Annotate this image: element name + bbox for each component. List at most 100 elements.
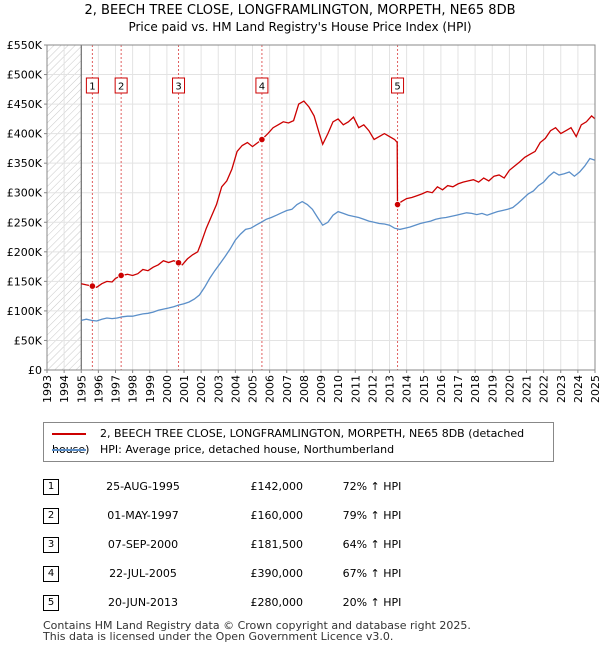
x-tick-label-1997: 1997 <box>110 375 123 403</box>
legend-swatch-blue <box>52 449 86 451</box>
x-tick-label-1993: 1993 <box>41 375 54 403</box>
x-tick-label-2005: 2005 <box>247 375 260 403</box>
sale-number: 3 <box>43 536 59 553</box>
table-row: 1 25-AUG-1995 £142,000 72% ↑ HPI <box>43 472 427 501</box>
sale-price: £160,000 <box>250 509 304 522</box>
table-row: 2 01-MAY-1997 £160,000 79% ↑ HPI <box>43 501 427 530</box>
sale-point-5 <box>393 200 402 209</box>
sale-marker-3: 3 <box>172 77 186 94</box>
sale-marker-2: 2 <box>114 77 128 94</box>
sale-marker-box-4 <box>255 77 269 94</box>
y-tick-label-400000: £400K <box>7 128 43 141</box>
x-tick-label-2013: 2013 <box>384 375 397 403</box>
table-row: 4 22-JUL-2005 £390,000 67% ↑ HPI <box>43 559 427 588</box>
sale-marker-4: 4 <box>255 77 269 94</box>
x-tick-label-2009: 2009 <box>315 375 328 403</box>
x-tick-label-2004: 2004 <box>229 375 242 403</box>
x-tick-label-1995: 1995 <box>75 375 88 403</box>
x-tick-label-2000: 2000 <box>161 375 174 403</box>
sales-table: 1 25-AUG-1995 £142,000 72% ↑ HPI 2 01-MAY-199… <box>43 472 427 617</box>
sale-date: 22-JUL-2005 <box>109 567 177 580</box>
x-tick-label-2011: 2011 <box>349 375 362 403</box>
y-tick-label-50000: £50K <box>14 334 43 347</box>
sale-hpi-diff: 72% ↑ HPI <box>342 480 402 493</box>
sale-date: 01-MAY-1997 <box>107 509 179 522</box>
y-tick-label-100000: £100K <box>7 305 43 318</box>
x-tick-label-2016: 2016 <box>435 375 448 403</box>
chart-title: 2, BEECH TREE CLOSE, LONGFRAMLINGTON, MO… <box>84 3 516 18</box>
y-tick-label-500000: £500K <box>7 69 43 82</box>
sale-point-1 <box>88 282 96 290</box>
x-tick-label-1998: 1998 <box>127 375 140 403</box>
sale-marker-label-3: 3 <box>175 82 181 93</box>
series-line-property <box>81 100 596 289</box>
sale-number: 5 <box>43 594 59 611</box>
sale-marker-box-5 <box>391 77 405 94</box>
footer-line-1: Contains HM Land Registry data © Crown c… <box>43 619 471 632</box>
sale-point-2 <box>117 271 125 280</box>
sale-marker-box-1 <box>85 77 99 94</box>
sale-marker-label-4: 4 <box>259 82 265 93</box>
sale-price: £181,500 <box>250 538 304 551</box>
sale-marker-label-1: 1 <box>89 82 95 93</box>
x-tick-label-1996: 1996 <box>92 375 105 403</box>
sale-marker-box-3 <box>172 77 186 94</box>
sale-price: £142,000 <box>250 480 304 493</box>
legend-entry-hpi: HPI: Average price, detached house, Nort… <box>52 442 394 458</box>
sale-date: 07-SEP-2000 <box>107 538 179 551</box>
table-row: 3 07-SEP-2000 £181,500 64% ↑ HPI <box>43 530 427 559</box>
sale-number: 4 <box>43 565 59 582</box>
x-tick-label-2003: 2003 <box>212 375 225 403</box>
x-tick-label-2010: 2010 <box>332 375 345 403</box>
x-tick-label-2007: 2007 <box>281 375 294 403</box>
sale-marker-box-2 <box>114 77 128 94</box>
legend-entry-property: 2, BEECH TREE CLOSE, LONGFRAMLINGTON, MO… <box>52 426 553 456</box>
sale-date: 20-JUN-2013 <box>107 596 179 609</box>
y-tick-label-300000: £300K <box>7 187 43 200</box>
y-tick-label-150000: £150K <box>7 275 43 288</box>
sale-marker-5: 5 <box>391 77 405 94</box>
legend-label-hpi: HPI: Average price, detached house, Nort… <box>100 443 395 456</box>
x-tick-label-1994: 1994 <box>58 375 71 403</box>
chart-subtitle: Price paid vs. HM Land Registry's House … <box>128 20 472 34</box>
x-tick-label-2023: 2023 <box>555 375 568 403</box>
sale-marker-1: 1 <box>85 77 99 94</box>
x-tick-label-2014: 2014 <box>401 375 414 403</box>
sale-hpi-diff: 64% ↑ HPI <box>342 538 402 551</box>
x-tick-label-2020: 2020 <box>503 375 516 403</box>
sale-date: 25-AUG-1995 <box>106 480 180 493</box>
x-tick-label-2025: 2025 <box>589 375 600 403</box>
y-tick-label-350000: £350K <box>7 157 43 170</box>
sale-number: 1 <box>43 478 59 495</box>
footer: Contains HM Land Registry data © Crown c… <box>43 620 471 642</box>
sale-hpi-diff: 79% ↑ HPI <box>342 509 402 522</box>
sale-point-3 <box>174 259 183 267</box>
sale-marker-label-2: 2 <box>118 82 124 93</box>
x-tick-label-2001: 2001 <box>178 375 191 403</box>
x-tick-label-2017: 2017 <box>452 375 465 403</box>
sale-hpi-diff: 67% ↑ HPI <box>342 567 402 580</box>
x-tick-label-2024: 2024 <box>572 375 585 403</box>
series-line-hpi <box>81 157 596 322</box>
x-tick-label-1999: 1999 <box>144 375 157 403</box>
chart-legend: 2, BEECH TREE CLOSE, LONGFRAMLINGTON, MO… <box>43 422 554 462</box>
table-row: 5 20-JUN-2013 £280,000 20% ↑ HPI <box>43 588 427 617</box>
y-tick-label-550000: £550K <box>7 39 43 52</box>
y-tick-label-0: £0 <box>28 364 42 377</box>
y-tick-label-250000: £250K <box>7 216 43 229</box>
price-chart: 1 2 3 4 5 £0 £50K £100K £150K £200K £250K £300K £35… <box>7 39 600 403</box>
x-tick-label-2021: 2021 <box>521 375 534 403</box>
x-tick-label-2018: 2018 <box>469 375 482 403</box>
x-tick-label-2022: 2022 <box>538 375 551 403</box>
x-tick-label-2008: 2008 <box>298 375 311 403</box>
legend-swatch-red <box>52 433 86 435</box>
x-tick-label-2002: 2002 <box>195 375 208 403</box>
x-tick-label-2019: 2019 <box>486 375 499 403</box>
sale-point-4 <box>258 135 266 144</box>
sale-price: £390,000 <box>250 567 304 580</box>
y-tick-label-200000: £200K <box>7 246 43 259</box>
sale-hpi-diff: 20% ↑ HPI <box>342 596 402 609</box>
sale-number: 2 <box>43 507 59 524</box>
y-tick-label-450000: £450K <box>7 98 43 111</box>
x-tick-label-2012: 2012 <box>366 375 379 403</box>
